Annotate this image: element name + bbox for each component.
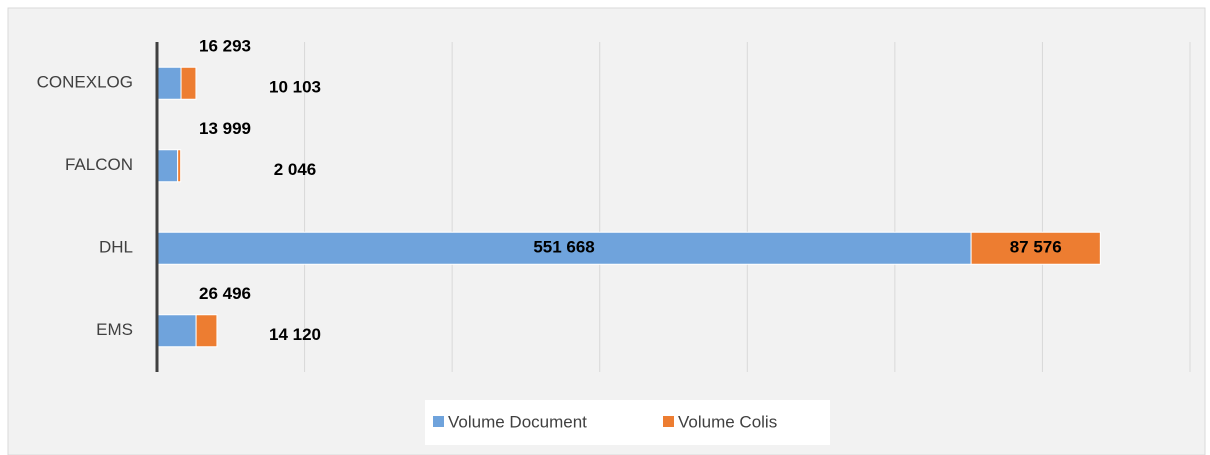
bar-segment [156, 314, 197, 348]
bar-segment [970, 231, 1101, 265]
data-label: 13 999 [199, 119, 251, 138]
y-tick-label: FALCON [65, 155, 133, 174]
y-tick-label: DHL [99, 238, 133, 257]
legend-label: Volume Colis [678, 412, 777, 431]
legend-label: Volume Document [448, 412, 587, 431]
y-tick-label: EMS [96, 320, 133, 339]
bar-segment [156, 66, 182, 100]
legend-swatch [663, 416, 674, 427]
bar-segment [195, 314, 218, 348]
chart-area [7, 7, 1206, 455]
data-label: 14 120 [269, 325, 321, 344]
data-label: 10 103 [269, 78, 321, 97]
legend-swatch [433, 416, 444, 427]
bar-segment [177, 149, 182, 183]
data-label: 551 668 [533, 238, 594, 257]
data-label: 16 293 [199, 37, 251, 56]
bar-segment [180, 66, 197, 100]
bar-segment [156, 149, 179, 183]
data-label: 87 576 [1010, 238, 1062, 257]
legend-box [425, 400, 830, 445]
y-tick-label: CONEXLOG [37, 73, 133, 92]
data-label: 2 046 [274, 160, 317, 179]
data-label: 26 496 [199, 284, 251, 303]
